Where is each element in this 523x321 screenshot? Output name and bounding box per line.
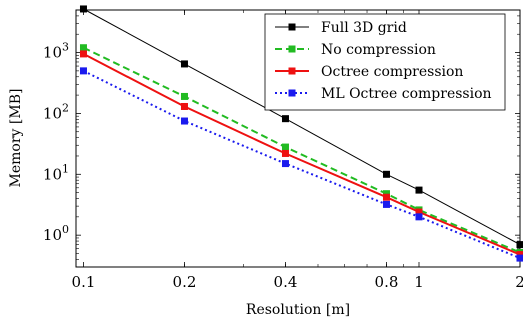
data-point bbox=[79, 5, 87, 13]
x-tick-label: 1 bbox=[414, 273, 424, 291]
series-ml-octree-compression bbox=[79, 67, 523, 262]
data-point bbox=[281, 149, 289, 157]
y-tick-exponent: 0 bbox=[62, 223, 69, 236]
data-point bbox=[180, 117, 188, 125]
data-point bbox=[180, 60, 188, 68]
legend-label: Full 3D grid bbox=[321, 20, 407, 36]
legend-label: No compression bbox=[321, 42, 436, 58]
data-point bbox=[415, 208, 423, 216]
legend-label: Octree compression bbox=[321, 64, 463, 80]
data-point bbox=[79, 50, 87, 58]
y-tick-base: 10 bbox=[43, 226, 62, 244]
y-tick-base: 10 bbox=[43, 104, 62, 122]
series-line bbox=[83, 8, 521, 246]
y-axis-title: Memory [MB] bbox=[8, 89, 24, 188]
data-point bbox=[281, 115, 289, 123]
x-tick-label: 2 bbox=[515, 273, 523, 291]
x-tick-label: 0.8 bbox=[375, 273, 399, 291]
x-tick-label: 0.2 bbox=[173, 273, 197, 291]
data-point bbox=[415, 213, 423, 221]
legend-marker bbox=[288, 23, 296, 31]
data-point bbox=[180, 92, 188, 100]
data-point bbox=[180, 102, 188, 110]
x-axis-title: Resolution [m] bbox=[246, 302, 350, 318]
x-tick-label: 0.4 bbox=[274, 273, 298, 291]
legend-marker bbox=[288, 67, 296, 75]
y-tick-exponent: 3 bbox=[62, 41, 69, 54]
data-point bbox=[516, 241, 523, 249]
data-point bbox=[382, 200, 390, 208]
y-tick-label: 101 bbox=[43, 162, 69, 183]
series-full-3d-grid bbox=[79, 5, 523, 249]
data-point bbox=[281, 160, 289, 168]
series-line bbox=[83, 70, 521, 260]
legend-label: ML Octree compression bbox=[321, 86, 492, 102]
series-line bbox=[83, 46, 521, 254]
legend-marker bbox=[288, 45, 296, 53]
y-tick-label: 103 bbox=[43, 41, 69, 62]
data-point bbox=[281, 143, 289, 151]
y-tick-base: 10 bbox=[43, 165, 62, 183]
y-tick-label: 100 bbox=[43, 223, 69, 244]
data-point bbox=[79, 44, 87, 52]
data-point bbox=[382, 193, 390, 201]
y-tick-exponent: 2 bbox=[62, 101, 69, 114]
data-point bbox=[415, 186, 423, 194]
series-layer bbox=[79, 5, 523, 262]
legend: Full 3D grid No compression Octree compres… bbox=[264, 13, 506, 111]
series-line bbox=[83, 53, 521, 256]
data-point bbox=[382, 170, 390, 178]
data-point bbox=[382, 190, 390, 198]
data-point bbox=[516, 251, 523, 259]
y-tick-label: 102 bbox=[43, 101, 69, 122]
legend-marker bbox=[288, 89, 296, 97]
series-octree-compression bbox=[79, 50, 523, 259]
y-tick-base: 10 bbox=[43, 44, 62, 62]
plot-frame bbox=[75, 9, 521, 268]
y-tick-exponent: 1 bbox=[62, 162, 69, 175]
data-point bbox=[79, 67, 87, 75]
x-tick-label: 0.1 bbox=[72, 273, 96, 291]
data-point bbox=[516, 254, 523, 262]
